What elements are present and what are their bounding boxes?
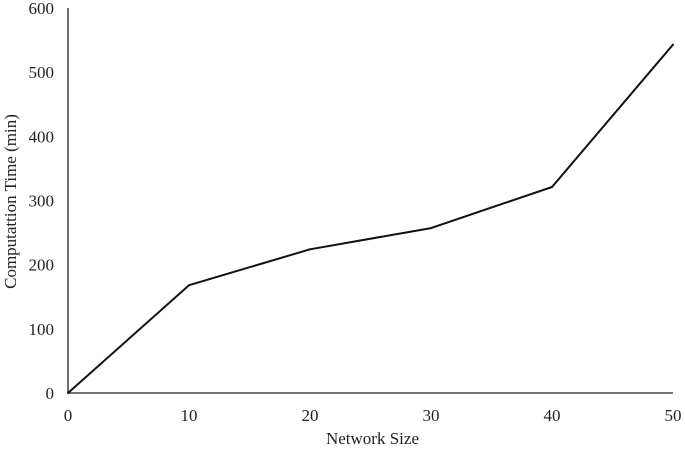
y-tick-label: 400 bbox=[29, 127, 55, 146]
y-tick-label: 200 bbox=[29, 256, 55, 275]
series-line bbox=[67, 43, 674, 394]
data-point bbox=[309, 248, 311, 251]
y-tick-label: 600 bbox=[29, 0, 55, 18]
x-tick-label: 20 bbox=[302, 406, 319, 425]
y-tick-label: 500 bbox=[29, 63, 55, 82]
y-tick-labels: 0 100 200 300 400 500 600 bbox=[29, 0, 55, 403]
data-point bbox=[430, 227, 432, 230]
y-tick-label: 0 bbox=[46, 384, 55, 403]
x-tick-label: 0 bbox=[64, 406, 73, 425]
data-point bbox=[188, 284, 190, 287]
x-axis-title: Network Size bbox=[326, 429, 419, 448]
data-point bbox=[551, 186, 553, 189]
x-tick-label: 10 bbox=[181, 406, 198, 425]
plot-area bbox=[67, 43, 674, 394]
x-tick-label: 50 bbox=[665, 406, 682, 425]
x-tick-label: 40 bbox=[544, 406, 561, 425]
y-axis: 0 100 200 300 400 500 600 bbox=[29, 0, 69, 403]
x-axis: 0 10 20 30 40 50 bbox=[64, 392, 682, 425]
data-point bbox=[672, 43, 674, 46]
y-axis-title: Computattion Time (min) bbox=[1, 114, 20, 289]
data-point bbox=[67, 392, 69, 394]
x-tick-label: 30 bbox=[423, 406, 440, 425]
y-tick-label: 300 bbox=[29, 192, 55, 211]
y-tick-label: 100 bbox=[29, 320, 55, 339]
x-tick-labels: 0 10 20 30 40 50 bbox=[64, 406, 682, 425]
